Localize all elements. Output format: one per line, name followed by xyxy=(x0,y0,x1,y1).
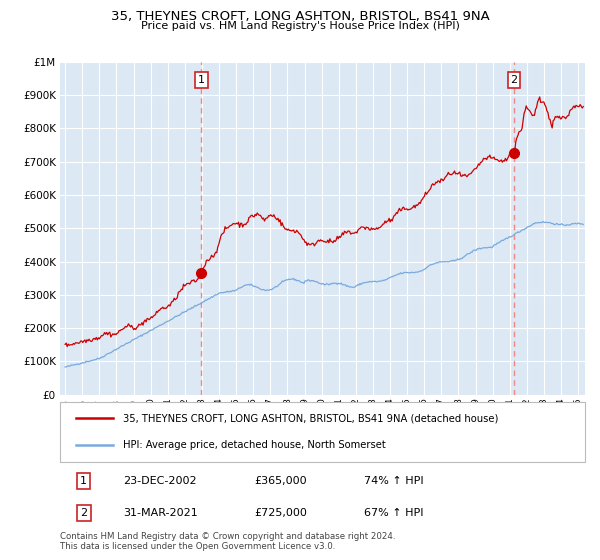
Text: Price paid vs. HM Land Registry's House Price Index (HPI): Price paid vs. HM Land Registry's House … xyxy=(140,21,460,31)
Text: 2: 2 xyxy=(80,508,87,518)
Text: HPI: Average price, detached house, North Somerset: HPI: Average price, detached house, Nort… xyxy=(123,440,386,450)
Text: 31-MAR-2021: 31-MAR-2021 xyxy=(123,508,198,518)
FancyBboxPatch shape xyxy=(60,402,585,462)
Text: £365,000: £365,000 xyxy=(254,476,307,486)
Text: 2: 2 xyxy=(511,75,518,85)
Text: 35, THEYNES CROFT, LONG ASHTON, BRISTOL, BS41 9NA: 35, THEYNES CROFT, LONG ASHTON, BRISTOL,… xyxy=(110,10,490,23)
Text: 35, THEYNES CROFT, LONG ASHTON, BRISTOL, BS41 9NA (detached house): 35, THEYNES CROFT, LONG ASHTON, BRISTOL,… xyxy=(123,413,499,423)
Text: 67% ↑ HPI: 67% ↑ HPI xyxy=(365,508,424,518)
Text: 74% ↑ HPI: 74% ↑ HPI xyxy=(365,476,424,486)
Text: Contains HM Land Registry data © Crown copyright and database right 2024.
This d: Contains HM Land Registry data © Crown c… xyxy=(60,532,395,552)
Text: 1: 1 xyxy=(198,75,205,85)
Text: 1: 1 xyxy=(80,476,87,486)
Text: £725,000: £725,000 xyxy=(254,508,307,518)
Text: 23-DEC-2002: 23-DEC-2002 xyxy=(123,476,197,486)
